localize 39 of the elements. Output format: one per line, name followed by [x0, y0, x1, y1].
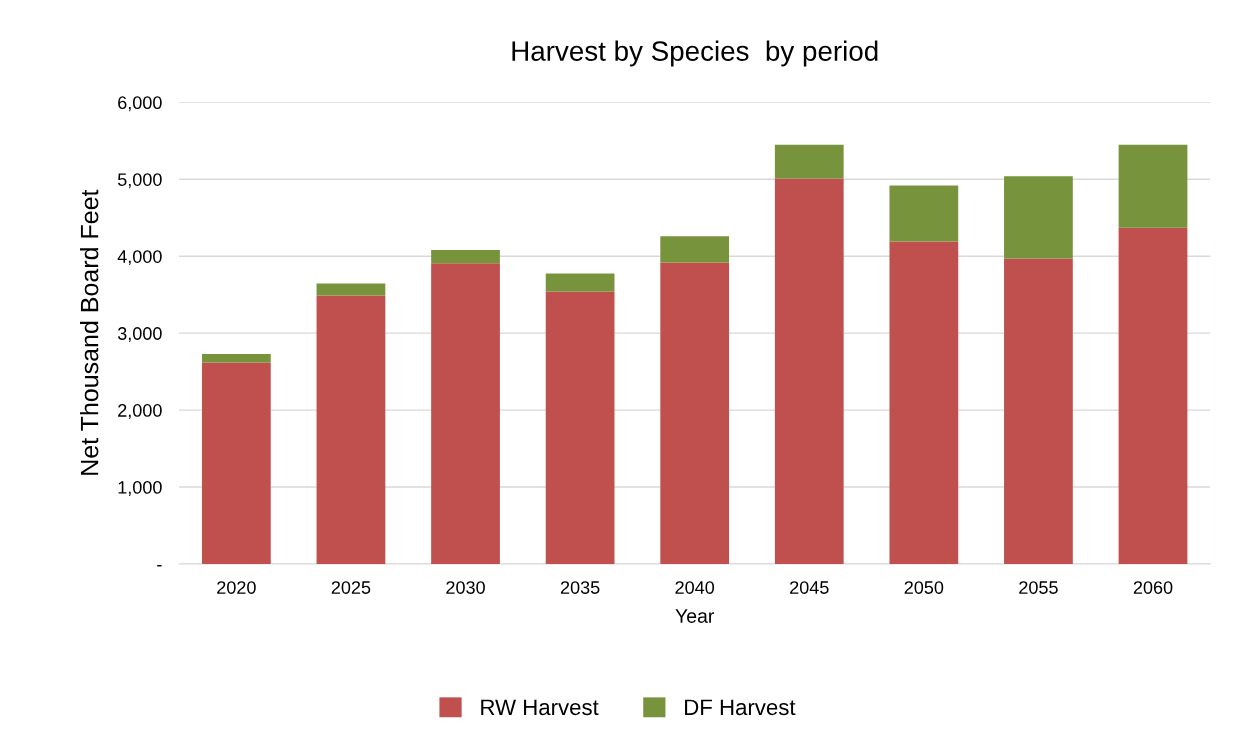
bar [201, 353, 271, 363]
x-tick-label: 2045 [790, 581, 829, 594]
chart-title: Harvest by Species by period [512, 40, 878, 67]
bar [774, 178, 844, 564]
bar [545, 291, 615, 564]
x-axis-title: Year [675, 609, 715, 623]
bar [660, 236, 730, 263]
bar [660, 262, 730, 564]
bar [431, 250, 500, 264]
y-axis-title: Net Thousand Board Feet [80, 189, 99, 475]
bar [1118, 227, 1188, 564]
legend-label: DF Harvest [685, 699, 796, 716]
y-tick-label: 2,000 [118, 404, 162, 419]
bar [774, 144, 844, 179]
bar [316, 283, 386, 296]
bar [1004, 176, 1073, 259]
bar [431, 263, 500, 564]
y-tick-label: 1,000 [118, 480, 162, 496]
y-tick-label: 6,000 [118, 96, 162, 112]
bar [545, 273, 615, 292]
x-tick-label: 2040 [675, 581, 715, 594]
x-tick-label: 2060 [1133, 581, 1173, 594]
y-tick-label: 3,000 [117, 327, 162, 343]
bar [201, 362, 271, 564]
x-tick-label: 2050 [904, 581, 944, 594]
x-tick-label: 2030 [446, 581, 485, 594]
bar [316, 295, 386, 564]
x-tick-label: 2035 [560, 581, 600, 594]
y-tick-label: 5,000 [117, 173, 162, 189]
bar [1118, 144, 1188, 228]
x-tick-label: 2055 [1019, 581, 1058, 594]
legend-label: RW Harvest [481, 699, 599, 716]
x-tick-label: 2020 [217, 581, 256, 594]
y-tick-label: 4,000 [117, 250, 162, 266]
bar [889, 185, 959, 242]
bar [1004, 258, 1073, 564]
bar [889, 241, 959, 564]
x-tick-label: 2025 [331, 581, 371, 594]
y-tick-label: - [157, 565, 162, 567]
